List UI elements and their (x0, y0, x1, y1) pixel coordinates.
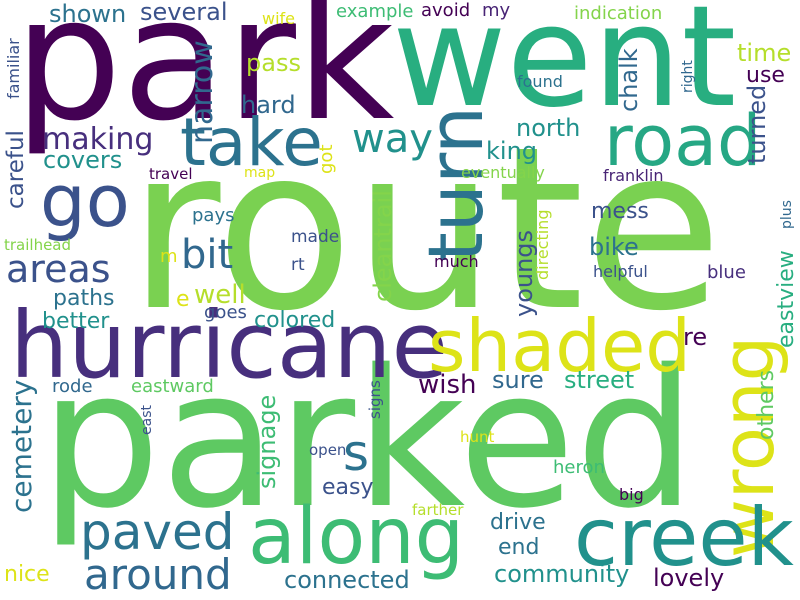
word: route (128, 99, 723, 361)
word: end (498, 535, 540, 560)
word: shaded (428, 304, 691, 388)
word: time (737, 39, 792, 67)
word: others (754, 369, 779, 440)
word: cleantrail (369, 190, 397, 302)
word: plus (779, 200, 795, 229)
word: eventually (461, 163, 545, 182)
word: goes (204, 302, 247, 323)
word: indication (574, 3, 663, 24)
word: blue (707, 262, 746, 283)
word: m (160, 246, 178, 267)
word: careful (3, 130, 29, 209)
word: wish (418, 370, 477, 400)
word: trailhead (4, 236, 72, 254)
word: rode (52, 376, 93, 397)
word: franklin (603, 166, 664, 185)
word: bit (181, 232, 234, 278)
word: heron (553, 457, 605, 478)
word: along (248, 492, 465, 582)
word: colored (254, 308, 336, 333)
word: farther (412, 501, 464, 519)
word: cemetery (5, 379, 38, 513)
word: e (176, 287, 190, 312)
word: way (352, 116, 433, 162)
word: connected (284, 566, 410, 594)
word: street (564, 366, 635, 394)
word: areas (6, 247, 111, 291)
word: hard (241, 91, 296, 119)
word: eastview (774, 250, 799, 348)
word: map (244, 165, 276, 181)
word: road (604, 100, 762, 182)
word: paved (80, 503, 235, 561)
word: several (140, 0, 228, 26)
word: found (517, 72, 563, 91)
word: king (486, 137, 538, 165)
word: shown (49, 0, 127, 28)
word: pass (246, 49, 301, 77)
word: travel (149, 165, 193, 183)
word: take (180, 104, 323, 181)
word: go (40, 159, 130, 243)
word: covers (43, 146, 123, 174)
word: lovely (653, 564, 725, 592)
word: signs (366, 380, 384, 419)
word: easy (322, 475, 374, 500)
word: hunt (460, 428, 495, 446)
word: eastward (131, 376, 214, 397)
word: wife (262, 9, 296, 28)
word: re (683, 323, 708, 351)
word: familiar (4, 38, 23, 99)
word: park (14, 0, 395, 159)
word: big (619, 485, 644, 504)
word: open (309, 441, 347, 459)
word: directing (533, 209, 552, 280)
word: rt (291, 255, 305, 275)
word: better (42, 309, 110, 334)
word: pays (192, 205, 235, 226)
word: around (84, 550, 232, 599)
word: parked (40, 329, 696, 550)
word: avoid (421, 0, 471, 21)
word: signage (253, 394, 281, 489)
word: s (343, 424, 370, 482)
word: community (494, 560, 630, 588)
word: drive (490, 510, 546, 535)
word: went (392, 0, 737, 139)
word: use (746, 63, 785, 88)
word: much (434, 252, 479, 271)
word: paths (53, 286, 115, 311)
word: nice (4, 562, 50, 587)
word: mess (591, 199, 649, 224)
word: narrow (185, 40, 220, 144)
word: my (482, 0, 511, 21)
word: right (680, 60, 696, 93)
word: north (516, 114, 581, 142)
word: bike (589, 233, 639, 261)
word: well (194, 280, 246, 310)
word: turned (743, 84, 771, 164)
word: hurricane (10, 292, 449, 399)
word: made (291, 227, 340, 247)
word: chalk (615, 48, 643, 112)
word: example (336, 1, 414, 22)
word: east (139, 405, 155, 435)
word: helpful (593, 262, 648, 281)
word: making (42, 122, 154, 157)
word: got (316, 144, 337, 175)
word: creek (574, 491, 794, 584)
word: sure (492, 366, 544, 394)
